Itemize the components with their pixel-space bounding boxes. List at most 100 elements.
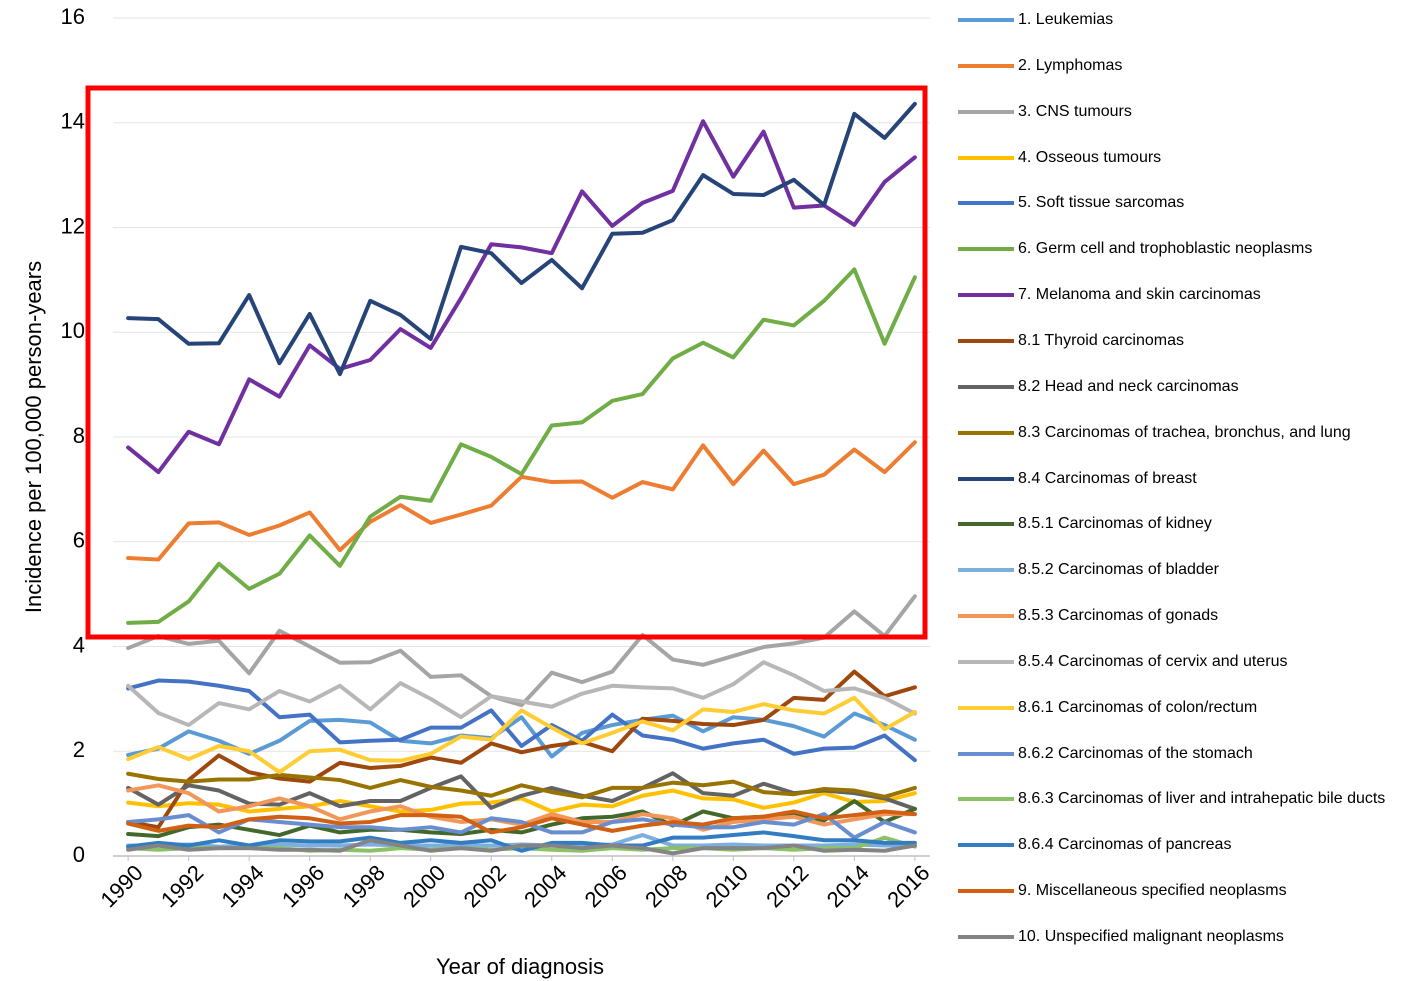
legend-swatch — [958, 109, 1014, 114]
legend-swatch — [958, 63, 1014, 68]
legend-swatch — [958, 430, 1014, 435]
y-axis-title: Incidence per 100,000 person-years — [21, 261, 46, 613]
y-tick-label: 12 — [61, 213, 85, 238]
legend-label: 10. Unspecified malignant neoplasms — [1018, 928, 1284, 945]
legend-item: 8.5.3 Carcinomas of gonads — [958, 606, 1423, 625]
legend-label: 9. Miscellaneous specified neoplasms — [1018, 882, 1287, 900]
x-tick-label: 2002 — [459, 860, 511, 912]
x-tick-label: 1990 — [95, 860, 147, 912]
series-line — [126, 783, 917, 832]
series-line — [126, 101, 917, 377]
series-line — [126, 119, 917, 475]
series-line — [126, 695, 917, 775]
legend-swatch — [958, 843, 1014, 848]
legend-label: 8.5.3 Carcinomas of gonads — [1018, 607, 1219, 625]
legend-swatch — [958, 705, 1014, 710]
x-tick-label: 2008 — [640, 860, 692, 912]
legend-swatch — [958, 797, 1014, 802]
x-tick-label: 2004 — [519, 860, 571, 912]
legend-item: 1. Leukemias — [958, 10, 1423, 29]
legend-swatch — [958, 522, 1014, 527]
legend-label: 2. Lymphomas — [1018, 56, 1123, 74]
legend-label: 8.3 Carcinomas of trachea, bronchus, and… — [1018, 423, 1351, 441]
legend-item: 8.5.4 Carcinomas of cervix and uterus — [958, 652, 1423, 671]
y-tick-label: 10 — [61, 318, 85, 343]
legend-swatch — [958, 889, 1014, 894]
legend-label: 8.2 Head and neck carcinomas — [1018, 377, 1239, 395]
x-tick-label: 2000 — [398, 860, 450, 912]
legend-item: 8.2 Head and neck carcinomas — [958, 377, 1423, 396]
legend-swatch — [958, 751, 1014, 756]
legend-label: 8.5.2 Carcinomas of bladder — [1018, 561, 1219, 579]
x-tick-label: 2010 — [701, 860, 753, 912]
legend-item: 8.5.1 Carcinomas of kidney — [958, 514, 1423, 533]
series-line — [126, 660, 917, 728]
legend-item: 8.6.3 Carcinomas of liver and intrahepat… — [958, 789, 1423, 808]
legend-item: 3. CNS tumours — [958, 102, 1423, 121]
x-axis-title: Year of diagnosis — [436, 954, 604, 979]
y-tick-label: 0 — [73, 842, 85, 867]
legend-item: 8.6.4 Carcinomas of pancreas — [958, 835, 1423, 854]
legend-label: 8.4 Carcinomas of breast — [1018, 469, 1197, 487]
highlight-box — [85, 85, 928, 640]
y-tick-label: 6 — [73, 528, 85, 553]
legend-label: 8.1 Thyroid carcinomas — [1018, 331, 1184, 349]
series-line — [126, 440, 917, 562]
x-tick-label: 1994 — [217, 860, 269, 912]
series-line — [126, 669, 917, 830]
legend-label: 6. Germ cell and trophoblastic neoplasms — [1018, 240, 1313, 258]
x-tick-label: 2016 — [882, 860, 934, 912]
legend-swatch — [958, 384, 1014, 389]
series-line — [126, 788, 917, 814]
legend-swatch — [958, 659, 1014, 664]
legend-swatch — [958, 18, 1014, 22]
legend-label: 8.5.1 Carcinomas of kidney — [1018, 515, 1212, 533]
series-line — [126, 711, 917, 759]
series-line — [126, 830, 917, 853]
x-tick-label: 1996 — [277, 860, 329, 912]
series-line — [126, 771, 917, 800]
legend-item: 8.6.1 Carcinomas of colon/rectum — [958, 698, 1423, 717]
legend-label: 8.6.4 Carcinomas of pancreas — [1018, 836, 1232, 854]
x-tick-label: 1998 — [338, 860, 390, 912]
y-tick-label: 14 — [61, 109, 85, 134]
series-line — [126, 678, 917, 763]
series-line — [126, 838, 917, 856]
legend-swatch — [958, 338, 1014, 343]
legend-swatch — [958, 935, 1014, 939]
legend-item: 4. Osseous tumours — [958, 148, 1423, 167]
legend-label: 3. CNS tumours — [1018, 102, 1132, 120]
legend-item: 8.5.2 Carcinomas of bladder — [958, 560, 1423, 579]
legend-item: 8.1 Thyroid carcinomas — [958, 331, 1423, 350]
legend-swatch — [958, 568, 1014, 573]
y-tick-label: 2 — [73, 737, 85, 762]
legend-swatch — [958, 155, 1014, 160]
x-tick-label: 2014 — [822, 860, 874, 912]
legend-swatch — [958, 201, 1014, 206]
legend-label: 7. Melanoma and skin carcinomas — [1018, 286, 1261, 304]
y-tick-label: 8 — [73, 423, 85, 448]
y-tick-label: 4 — [73, 632, 85, 657]
legend-item: 7. Melanoma and skin carcinomas — [958, 285, 1423, 304]
x-tick-label: 2012 — [761, 860, 813, 912]
legend-swatch — [958, 293, 1014, 298]
legend-label: 4. Osseous tumours — [1018, 148, 1162, 166]
series-line — [126, 809, 917, 835]
legend-item: 10. Unspecified malignant neoplasms — [958, 927, 1423, 946]
x-tick-label: 1992 — [156, 860, 208, 912]
legend-item: 8.3 Carcinomas of trachea, bronchus, and… — [958, 423, 1423, 442]
legend-swatch — [958, 614, 1014, 619]
legend-item: 2. Lymphomas — [958, 56, 1423, 75]
legend-label: 1. Leukemias — [1018, 11, 1114, 28]
legend-label: 5. Soft tissue sarcomas — [1018, 194, 1185, 212]
series-line — [126, 267, 917, 625]
legend-item: 6. Germ cell and trophoblastic neoplasms — [958, 239, 1423, 258]
legend-label: 8.5.4 Carcinomas of cervix and uterus — [1018, 652, 1288, 670]
x-tick-label: 2006 — [580, 860, 632, 912]
legend-label: 8.6.2 Carcinomas of the stomach — [1018, 744, 1253, 762]
legend-item: 5. Soft tissue sarcomas — [958, 193, 1423, 212]
y-tick-label: 16 — [61, 4, 85, 29]
legend-label: 8.6.3 Carcinomas of liver and intrahepat… — [1018, 790, 1386, 808]
legend-item: 9. Miscellaneous specified neoplasms — [958, 881, 1423, 900]
